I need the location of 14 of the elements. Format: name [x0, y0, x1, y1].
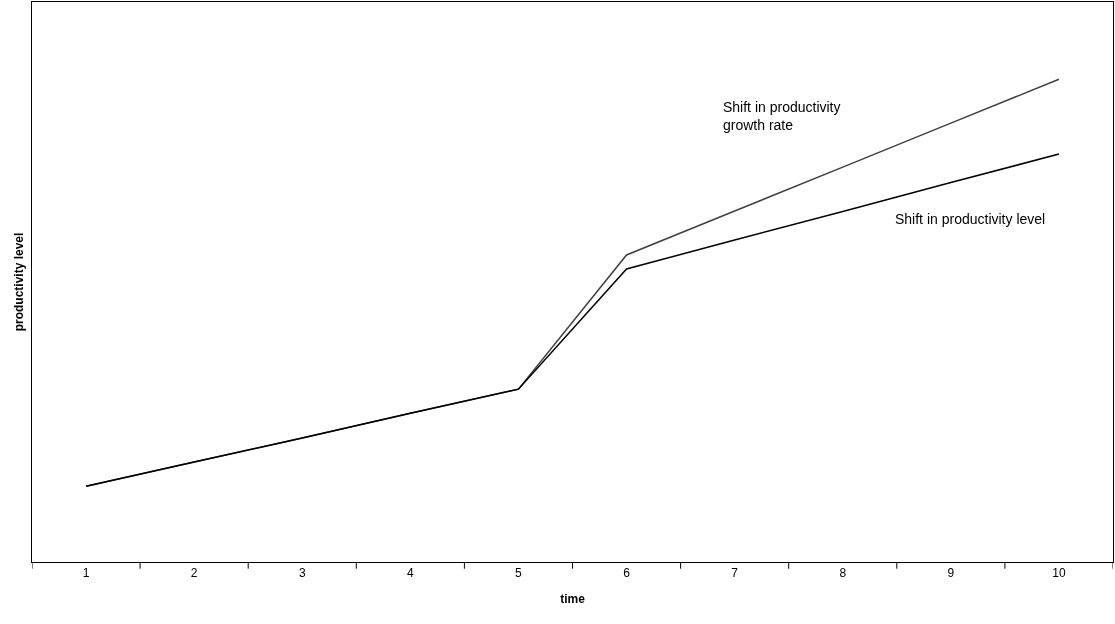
x-tick-label: 1: [82, 566, 90, 581]
x-tick-label: 5: [515, 566, 523, 581]
series-label: Shift in productivity level: [895, 211, 1046, 227]
x-tick-label: 6: [623, 566, 631, 581]
x-tick-label: 9: [947, 566, 955, 581]
x-axis-title: time: [560, 592, 586, 607]
x-tick-label: 10: [1052, 566, 1066, 581]
x-tick-label: 4: [407, 566, 415, 581]
x-tick-label: 2: [190, 566, 198, 581]
x-tick-label: 8: [839, 566, 847, 581]
x-tick-label: 3: [298, 566, 306, 581]
x-tick-label: 7: [731, 566, 739, 581]
y-axis-title: productivity level: [12, 232, 27, 332]
text: Shift in productivity growth rate: [723, 99, 841, 134]
